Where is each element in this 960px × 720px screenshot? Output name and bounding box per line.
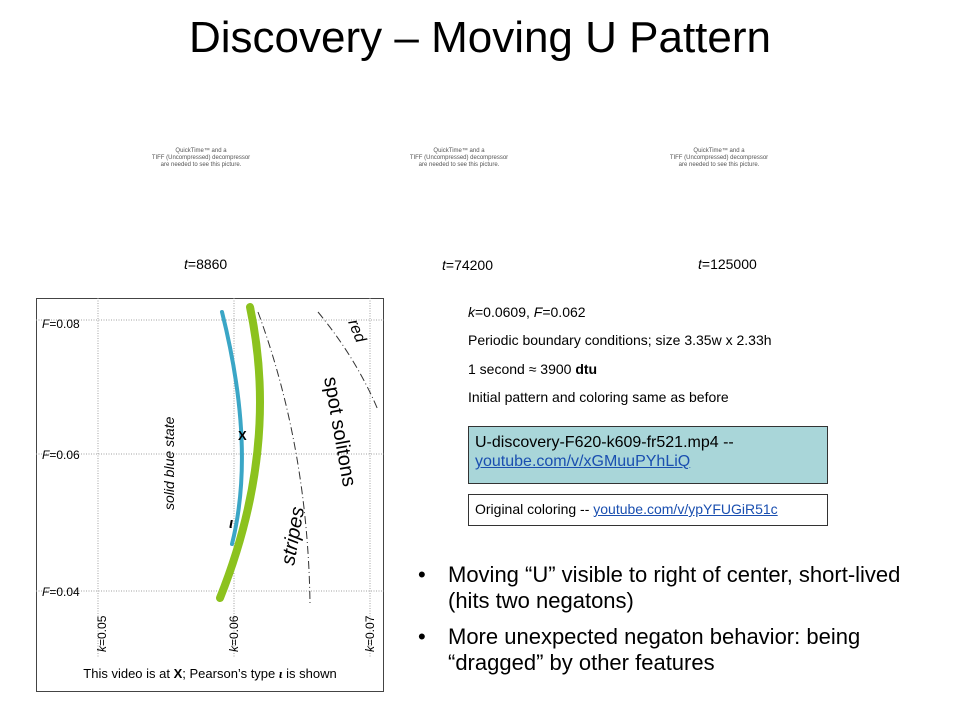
param-boundary: Periodic boundary conditions; size 3.35w…	[468, 332, 772, 348]
F-label: F=0.04	[42, 585, 80, 599]
placeholder-text: QuickTime™ and a	[693, 148, 745, 154]
list-item: • Moving “U” visible to right of center,…	[410, 562, 930, 614]
time-value: =8860	[187, 256, 228, 272]
time-label-2: t=74200	[442, 257, 493, 273]
placeholder-text: are needed to see this picture.	[418, 162, 500, 168]
second-value: 3900	[536, 361, 576, 377]
phase-diagram: F=0.08 F=0.06 F=0.04 k=0.05 k=0.06 k=0.0…	[36, 298, 384, 692]
placeholder-text: TIFF (Uncompressed) decompressor	[669, 155, 769, 161]
k-var: k	[468, 304, 475, 320]
second-unit: dtu	[575, 361, 598, 377]
bullet-list: • Moving “U” visible to right of center,…	[410, 562, 930, 686]
placeholder-text: QuickTime™ and a	[175, 148, 227, 154]
bullet-text: More unexpected negaton behavior: being …	[448, 624, 861, 675]
original-coloring-link[interactable]: youtube.com/v/ypYFUGiR51c	[593, 501, 778, 517]
original-coloring-box: Original coloring -- youtube.com/v/ypYFU…	[468, 494, 828, 526]
F-label: F=0.06	[42, 448, 80, 462]
param-initial: Initial pattern and coloring same as bef…	[468, 389, 729, 405]
F-value: =0.062	[542, 304, 586, 320]
approx-symbol: ≈	[528, 361, 537, 377]
placeholder-text: TIFF (Uncompressed) decompressor	[409, 155, 509, 161]
k-label: k=0.06	[227, 615, 241, 652]
time-label-1: t=8860	[184, 256, 227, 272]
time-var: t	[698, 256, 702, 272]
blue-curve	[220, 310, 244, 546]
param-time-scale: 1 second ≈ 3900 dtu	[468, 361, 597, 377]
video-placeholder-3[interactable]: QuickTime™ and a TIFF (Uncompressed) dec…	[664, 148, 774, 169]
time-label-3: t=125000	[698, 256, 757, 272]
placeholder-text: TIFF (Uncompressed) decompressor	[151, 155, 251, 161]
diagram-caption: This video is at X; Pearson’s type ι is …	[83, 666, 336, 681]
diagram-grid	[36, 298, 384, 658]
bullet-icon: •	[418, 624, 426, 649]
video-link-box: U-discovery-F620-k609-fr521.mp4 -- youtu…	[468, 426, 828, 484]
green-curve	[216, 303, 264, 602]
placeholder-text: are needed to see this picture.	[678, 162, 760, 168]
original-coloring-label: Original coloring --	[475, 501, 594, 517]
video-placeholder-1[interactable]: QuickTime™ and a TIFF (Uncompressed) dec…	[146, 148, 256, 169]
second-prefix: 1 second	[468, 361, 529, 377]
marker-x: X	[238, 428, 247, 443]
k-label: k=0.05	[95, 615, 109, 652]
page-title: Discovery – Moving U Pattern	[189, 13, 771, 62]
list-item: • More unexpected negaton behavior: bein…	[410, 624, 930, 676]
time-var: t	[442, 257, 446, 273]
placeholder-text: QuickTime™ and a	[433, 148, 485, 154]
bullet-text: Moving “U” visible to right of center, s…	[448, 562, 901, 613]
k-value: =0.0609,	[475, 304, 534, 320]
video-link[interactable]: youtube.com/v/xGMuuPYhLiQ	[475, 453, 691, 470]
param-kF: k=0.0609, F=0.062	[468, 304, 586, 320]
bullet-icon: •	[418, 562, 426, 587]
marker-iota: ι	[229, 515, 233, 532]
placeholder-text: are needed to see this picture.	[160, 162, 242, 168]
region-label-solid-blue: solid blue state	[161, 416, 177, 510]
k-label: k=0.07	[363, 615, 377, 652]
F-label: F=0.08	[42, 317, 80, 331]
stripes-boundary	[257, 311, 311, 605]
time-value: =125000	[701, 256, 757, 272]
video-placeholder-2[interactable]: QuickTime™ and a TIFF (Uncompressed) dec…	[404, 148, 514, 169]
F-var: F	[533, 304, 543, 320]
time-value: =74200	[445, 257, 493, 273]
video-filename: U-discovery-F620-k609-fr521.mp4 --	[475, 434, 734, 451]
time-var: t	[184, 256, 188, 272]
diagram-frame	[36, 298, 384, 692]
